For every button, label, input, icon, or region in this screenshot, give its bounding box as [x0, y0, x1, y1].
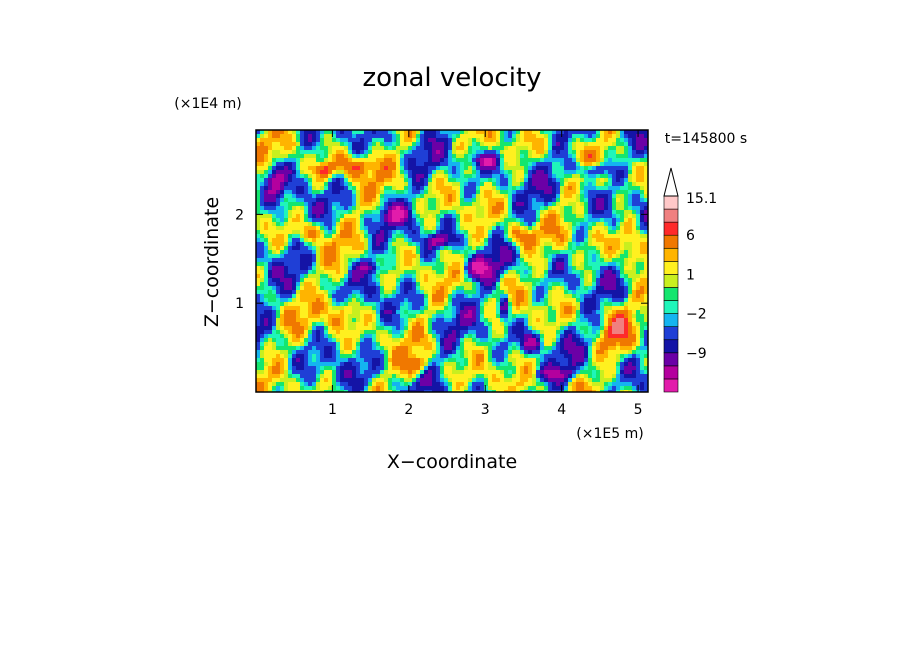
colorbar-swatch [663, 378, 679, 393]
contour-field [256, 130, 649, 393]
y-tick-label: 2 [235, 207, 244, 223]
colorbar-swatch [663, 287, 679, 301]
x-tick-label: 2 [404, 402, 413, 418]
y-tick-label: 1 [235, 296, 244, 312]
colorbar-label: −9 [686, 346, 707, 362]
colorbar-label: 1 [686, 267, 695, 283]
colorbar-swatch [663, 352, 679, 367]
colorbar-swatch [663, 274, 679, 288]
colorbar: 15.1 6 1 −2 −9 [663, 167, 717, 393]
colorbar-swatch [663, 247, 679, 262]
chart-title: zonal velocity [362, 63, 541, 93]
colorbar-label: −2 [686, 307, 707, 323]
x-tick-label: 1 [328, 402, 337, 418]
colorbar-swatch [663, 339, 679, 354]
colorbar-swatch [663, 221, 679, 236]
x-scale-label: (×1E5 m) [576, 426, 643, 442]
x-tick-label: 4 [557, 402, 566, 418]
colorbar-swatch [663, 195, 679, 210]
colorbar-swatch [663, 326, 679, 341]
x-axis-label: X−coordinate [387, 451, 517, 473]
y-axis-label: Z−coordinate [201, 197, 223, 327]
time-label: t=145800 s [665, 131, 747, 147]
colorbar-swatch [663, 234, 679, 249]
colorbar-label: 6 [686, 228, 695, 244]
x-tick-label: 5 [634, 402, 643, 418]
colorbar-swatch [663, 365, 679, 380]
plot-frame [255, 129, 649, 393]
colorbar-extend-arrow [663, 167, 679, 197]
x-tick-label: 3 [481, 402, 490, 418]
x-axis: 1 2 3 4 5 [328, 130, 643, 418]
colorbar-swatch [663, 261, 679, 275]
colorbar-label: 15.1 [686, 191, 717, 207]
colorbar-swatch [663, 313, 679, 327]
colorbar-swatch [663, 300, 679, 314]
y-scale-label: (×1E4 m) [174, 96, 241, 112]
colorbar-swatch [663, 208, 679, 223]
y-axis: 12 [235, 207, 648, 312]
